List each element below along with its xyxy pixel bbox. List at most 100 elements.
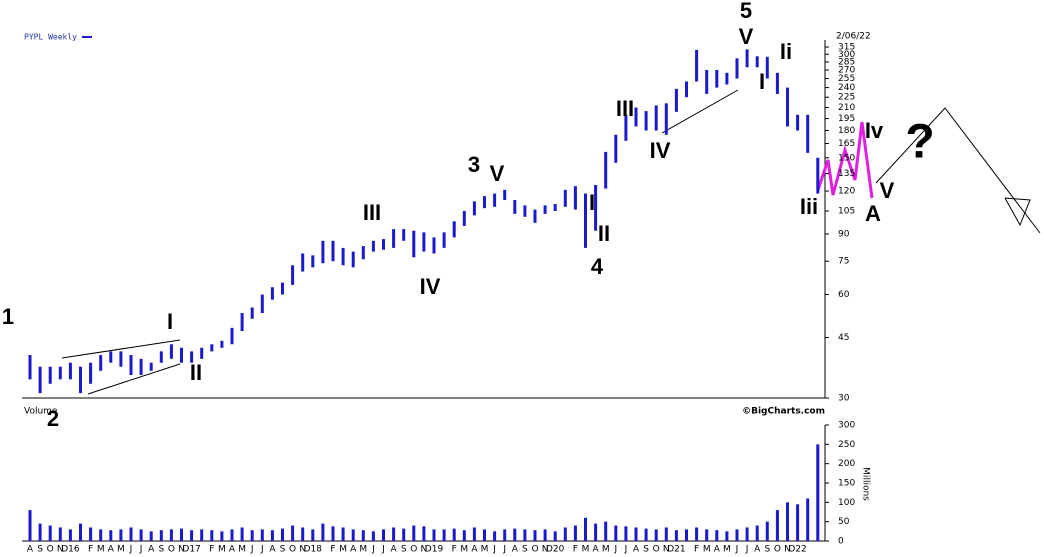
- x-tick-label: O: [47, 545, 54, 555]
- y-tick-label: 90: [838, 230, 850, 240]
- wave-label: 5: [740, 0, 752, 23]
- x-tick-label: N: [784, 545, 791, 555]
- volume-axis-label: Millions: [861, 467, 871, 501]
- x-tick-label: D17: [182, 545, 200, 555]
- x-tick-label: A: [350, 545, 357, 555]
- y-tick-label: 105: [838, 206, 855, 216]
- x-tick-label: J: [492, 545, 496, 555]
- x-tick-label: A: [27, 545, 34, 555]
- volume-tick-label: 250: [838, 440, 855, 450]
- volume-tick-label: 100: [838, 498, 855, 508]
- wave-label: III: [363, 200, 381, 225]
- x-tick-label: D22: [788, 545, 806, 555]
- x-tick-label: S: [280, 545, 286, 555]
- wave-label: Ii: [780, 39, 792, 64]
- x-tick-label: O: [774, 545, 781, 555]
- wave-label: I: [589, 190, 595, 215]
- x-tick-label: M: [339, 545, 347, 555]
- x-tick-label: A: [269, 545, 276, 555]
- x-tick-label: J: [502, 545, 506, 555]
- x-tick-label: F: [573, 545, 578, 555]
- x-tick-label: N: [421, 545, 428, 555]
- x-tick-label: O: [531, 545, 538, 555]
- y-tick-label: 255: [838, 74, 855, 84]
- volume-tick-label: 150: [838, 479, 855, 489]
- wave-label: A: [865, 201, 881, 226]
- x-tick-label: A: [148, 545, 155, 555]
- wave-label: 3: [468, 152, 480, 177]
- x-tick-label: O: [653, 545, 660, 555]
- date-label: 2/06/22: [836, 32, 871, 42]
- x-tick-label: D19: [425, 545, 444, 555]
- volume-tick-label: 50: [838, 517, 850, 527]
- x-tick-label: M: [460, 545, 468, 555]
- x-tick-label: J: [260, 545, 264, 555]
- x-tick-label: J: [735, 545, 739, 555]
- wave-label: IV: [420, 274, 441, 299]
- x-tick-label: M: [602, 545, 610, 555]
- x-tick-label: A: [754, 545, 761, 555]
- x-tick-label: A: [512, 545, 519, 555]
- x-tick-label: A: [108, 545, 115, 555]
- wave-label: 2: [47, 406, 59, 431]
- y-tick-label: 270: [838, 66, 855, 76]
- y-tick-label: 180: [838, 126, 855, 136]
- x-tick-label: O: [289, 545, 296, 555]
- x-tick-label: M: [723, 545, 731, 555]
- x-tick-label: A: [229, 545, 236, 555]
- wave-label: V: [739, 24, 754, 49]
- x-tick-label: J: [381, 545, 385, 555]
- wave-label: I: [167, 309, 173, 334]
- y-tick-label: 135: [838, 169, 855, 179]
- x-tick-label: N: [57, 545, 64, 555]
- x-tick-label: J: [371, 545, 375, 555]
- wave-label: II: [598, 221, 610, 246]
- x-tick-label: M: [481, 545, 489, 555]
- wave-label: I: [759, 69, 765, 94]
- y-tick-label: 165: [838, 139, 855, 149]
- y-tick-label: 225: [838, 93, 855, 103]
- volume-tick-label: 300: [838, 421, 855, 431]
- x-tick-label: D21: [667, 545, 685, 555]
- x-tick-label: A: [714, 545, 721, 555]
- x-tick-label: M: [703, 545, 711, 555]
- y-tick-label: 120: [838, 187, 855, 197]
- wave-label: III: [616, 96, 634, 121]
- volume-tick-label: 200: [838, 459, 855, 469]
- x-tick-label: S: [522, 545, 528, 555]
- x-tick-label: J: [745, 545, 749, 555]
- y-tick-label: 195: [838, 114, 855, 124]
- x-tick-label: O: [168, 545, 175, 555]
- volume-tick-label: 0: [838, 537, 844, 547]
- y-tick-label: 210: [838, 103, 855, 113]
- x-tick-label: S: [764, 545, 770, 555]
- chart-title: PYPL Weekly: [24, 33, 77, 42]
- x-tick-label: M: [117, 545, 125, 555]
- x-tick-label: S: [158, 545, 164, 555]
- y-tick-label: 45: [838, 333, 849, 343]
- projection: [816, 121, 874, 199]
- x-tick-label: O: [410, 545, 417, 555]
- trendlines: [61, 89, 1041, 395]
- wave-label: V: [880, 178, 895, 203]
- wave-label: Iv: [865, 118, 884, 143]
- x-tick-label: F: [88, 545, 93, 555]
- x-tick-label: A: [593, 545, 600, 555]
- credit: ©BigCharts.com: [742, 407, 825, 417]
- x-tick-label: S: [37, 545, 43, 555]
- x-tick-label: J: [624, 545, 628, 555]
- x-tick-label: N: [299, 545, 306, 555]
- x-tick-label: M: [97, 545, 105, 555]
- x-tick-label: D16: [61, 545, 80, 555]
- y-tick-label: 150: [838, 153, 855, 163]
- x-tick-label: M: [238, 545, 246, 555]
- x-tick-label: J: [129, 545, 133, 555]
- x-tick-label: N: [542, 545, 549, 555]
- x-tick-label: A: [633, 545, 640, 555]
- x-tick-label: J: [250, 545, 254, 555]
- x-tick-label: S: [401, 545, 407, 555]
- x-tick-label: D20: [546, 545, 565, 555]
- x-tick-label: A: [391, 545, 398, 555]
- wave-label: 4: [591, 254, 604, 279]
